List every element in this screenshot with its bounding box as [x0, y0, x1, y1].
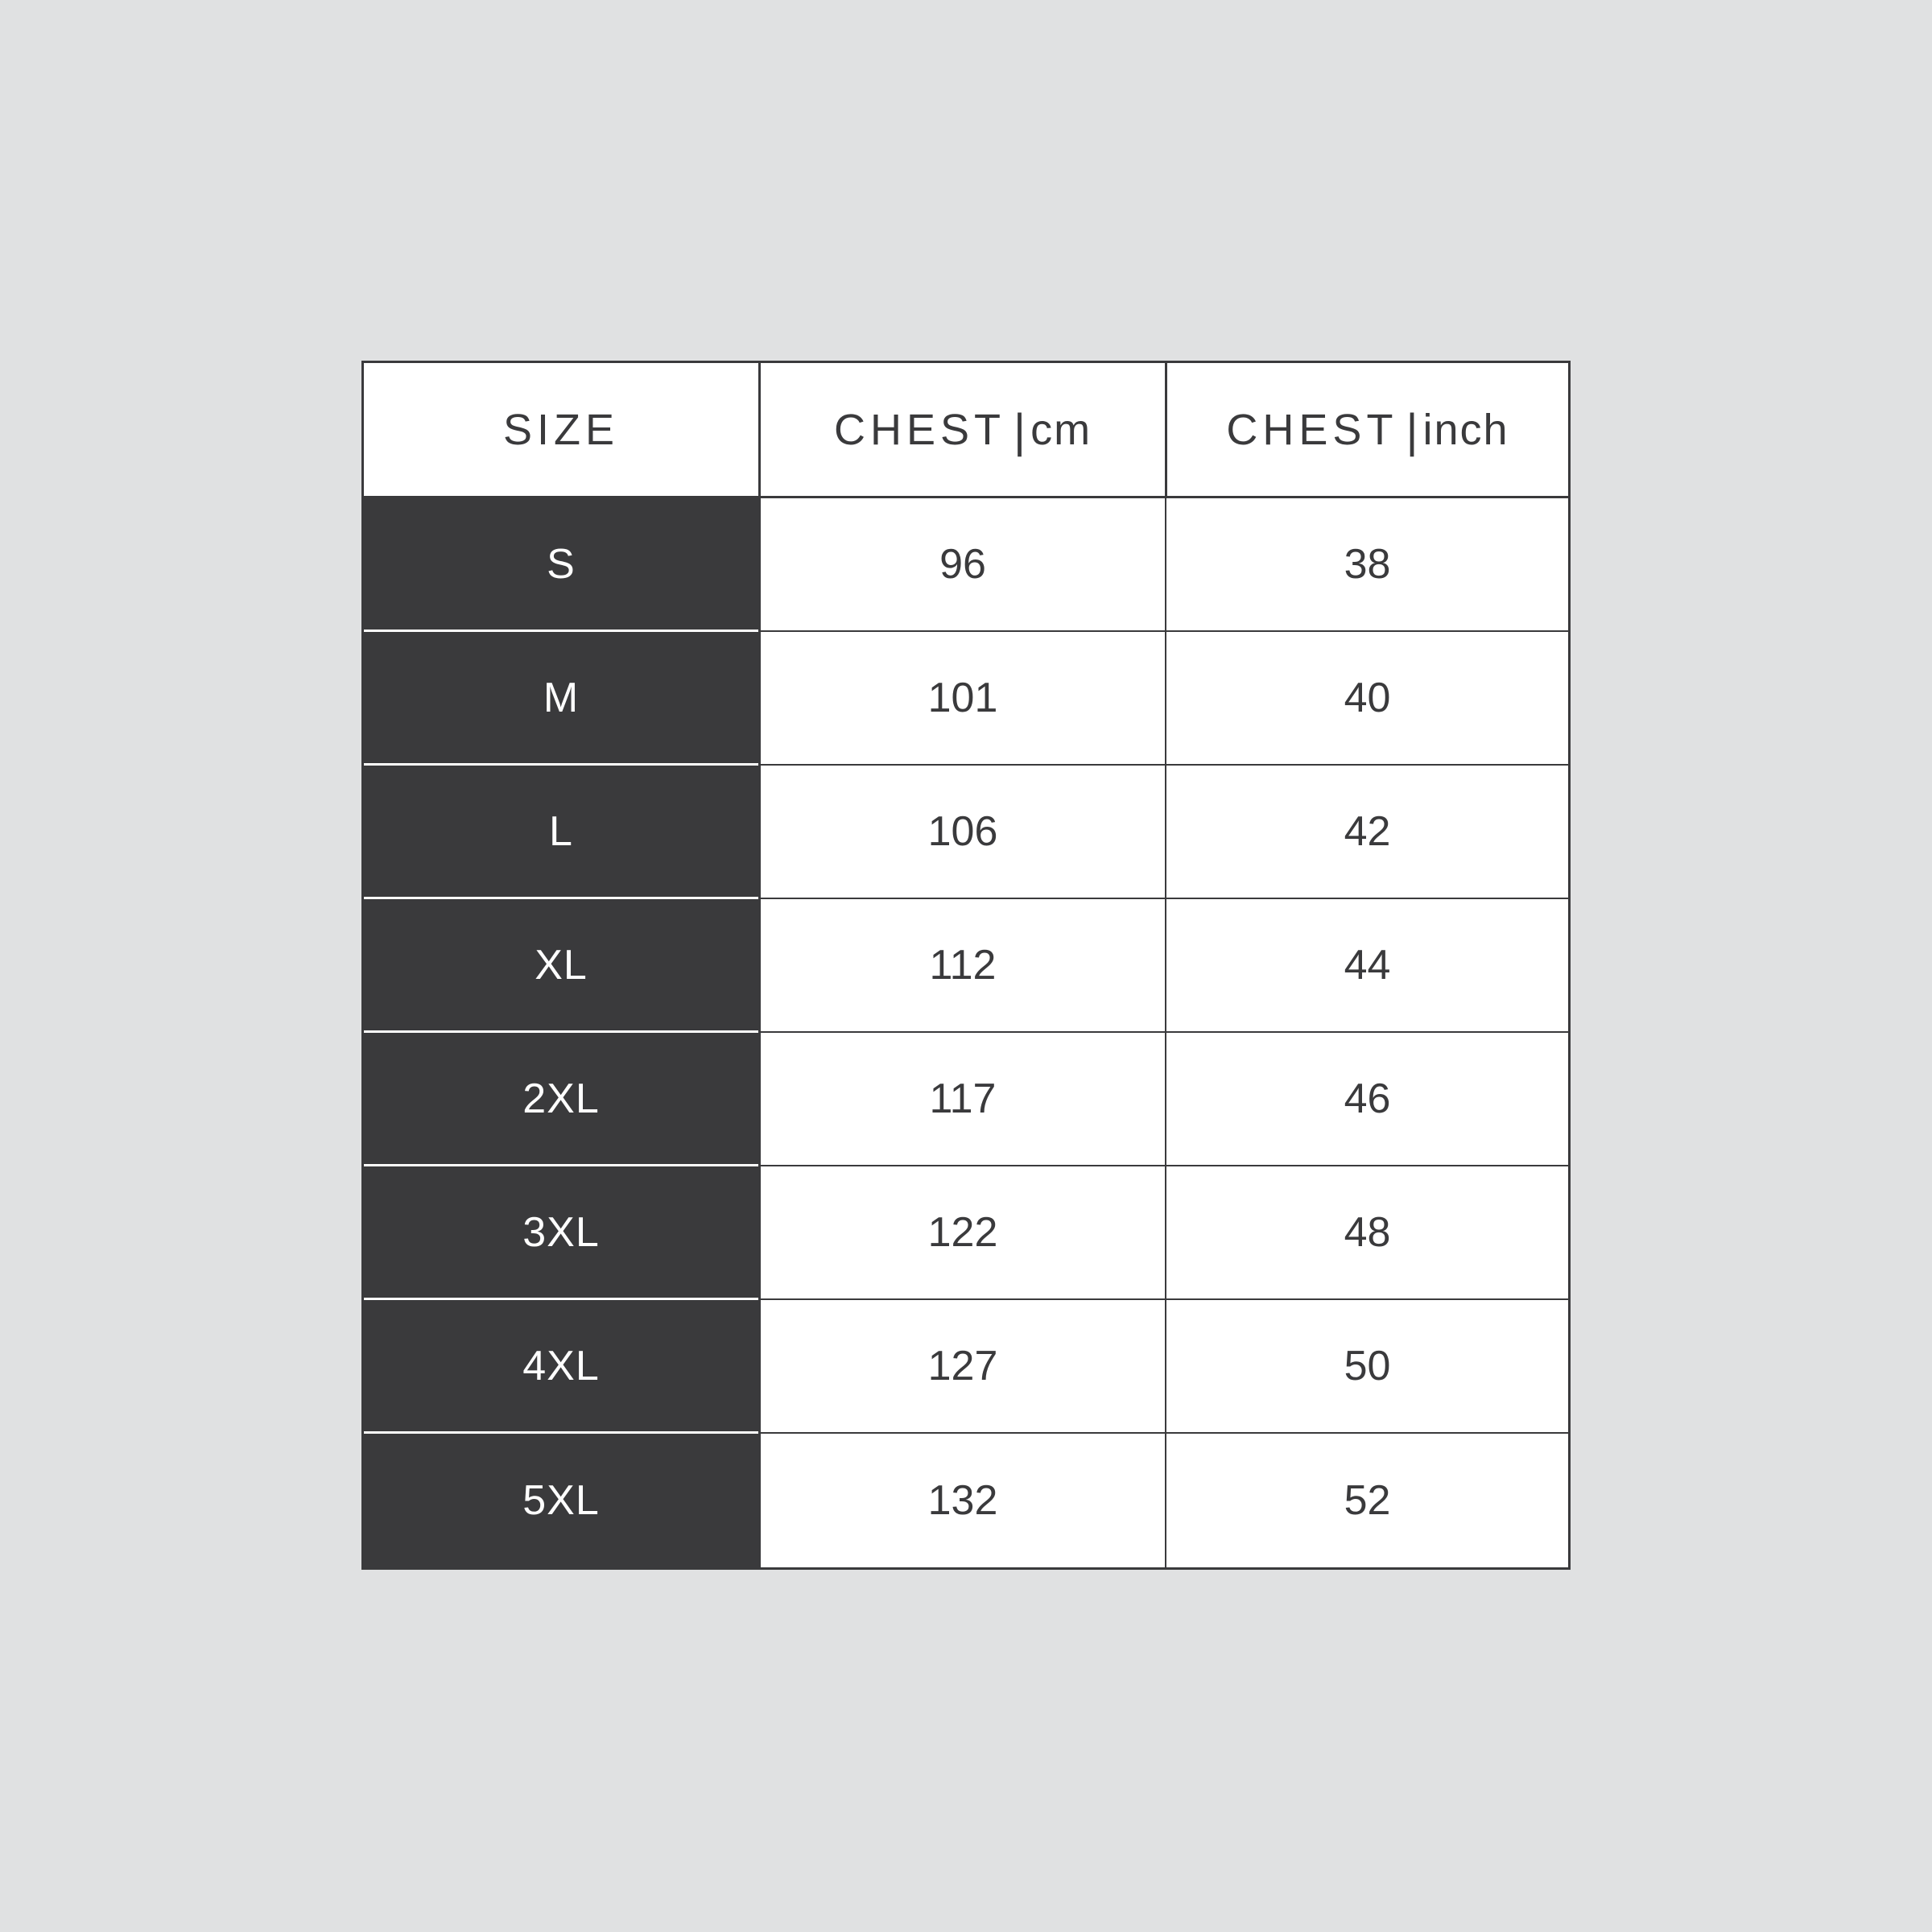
cell-chest-inch: 42 — [1165, 766, 1568, 899]
cell-size: M — [364, 632, 759, 766]
column-header-chest-inch-separator: | — [1406, 405, 1418, 457]
column-header-chest-cm-unit: cm — [1030, 405, 1092, 454]
cell-chest-inch: 50 — [1165, 1300, 1568, 1434]
cell-chest-cm: 106 — [758, 766, 1165, 899]
cell-chest-cm: 101 — [758, 632, 1165, 766]
cell-size: 5XL — [364, 1434, 759, 1567]
cell-chest-cm: 117 — [758, 1033, 1165, 1166]
table-body: S 96 38 M 101 40 L 106 42 XL 112 44 2XL 117 46 3XL 122 48… — [364, 498, 1568, 1567]
cell-chest-cm: 127 — [758, 1300, 1165, 1434]
column-header-chest-cm-separator: | — [1013, 405, 1026, 457]
cell-chest-inch: 46 — [1165, 1033, 1568, 1166]
cell-chest-inch: 44 — [1165, 899, 1568, 1033]
cell-size: L — [364, 766, 759, 899]
cell-chest-cm: 112 — [758, 899, 1165, 1033]
cell-size: S — [364, 498, 759, 632]
table-row: L 106 42 — [364, 766, 1568, 899]
cell-chest-cm: 96 — [758, 498, 1165, 632]
column-header-size-label: SIZE — [502, 405, 620, 454]
column-header-chest-inch-measure: CHEST — [1226, 405, 1398, 454]
column-header-chest-cm-measure: CHEST — [833, 405, 1005, 454]
cell-chest-inch: 40 — [1165, 632, 1568, 766]
table-row: 4XL 127 50 — [364, 1300, 1568, 1434]
cell-size: 3XL — [364, 1166, 759, 1300]
table-row: M 101 40 — [364, 632, 1568, 766]
table-header-row: SIZE CHEST | cm CHEST | inch — [364, 363, 1568, 498]
column-header-chest-cm: CHEST | cm — [758, 363, 1165, 496]
column-header-size: SIZE — [364, 363, 758, 496]
cell-chest-inch: 38 — [1165, 498, 1568, 632]
column-header-chest-inch-unit: inch — [1422, 405, 1509, 454]
cell-size: XL — [364, 899, 759, 1033]
size-chart-table: SIZE CHEST | cm CHEST | inch S 96 38 M 101 40… — [361, 361, 1571, 1570]
cell-size: 2XL — [364, 1033, 759, 1166]
cell-chest-inch: 52 — [1165, 1434, 1568, 1567]
cell-size: 4XL — [364, 1300, 759, 1434]
table-row: XL 112 44 — [364, 899, 1568, 1033]
table-row: 3XL 122 48 — [364, 1166, 1568, 1300]
table-row: S 96 38 — [364, 498, 1568, 632]
cell-chest-inch: 48 — [1165, 1166, 1568, 1300]
cell-chest-cm: 132 — [758, 1434, 1165, 1567]
cell-chest-cm: 122 — [758, 1166, 1165, 1300]
column-header-chest-inch: CHEST | inch — [1165, 363, 1568, 496]
table-row: 5XL 132 52 — [364, 1434, 1568, 1567]
table-row: 2XL 117 46 — [364, 1033, 1568, 1166]
